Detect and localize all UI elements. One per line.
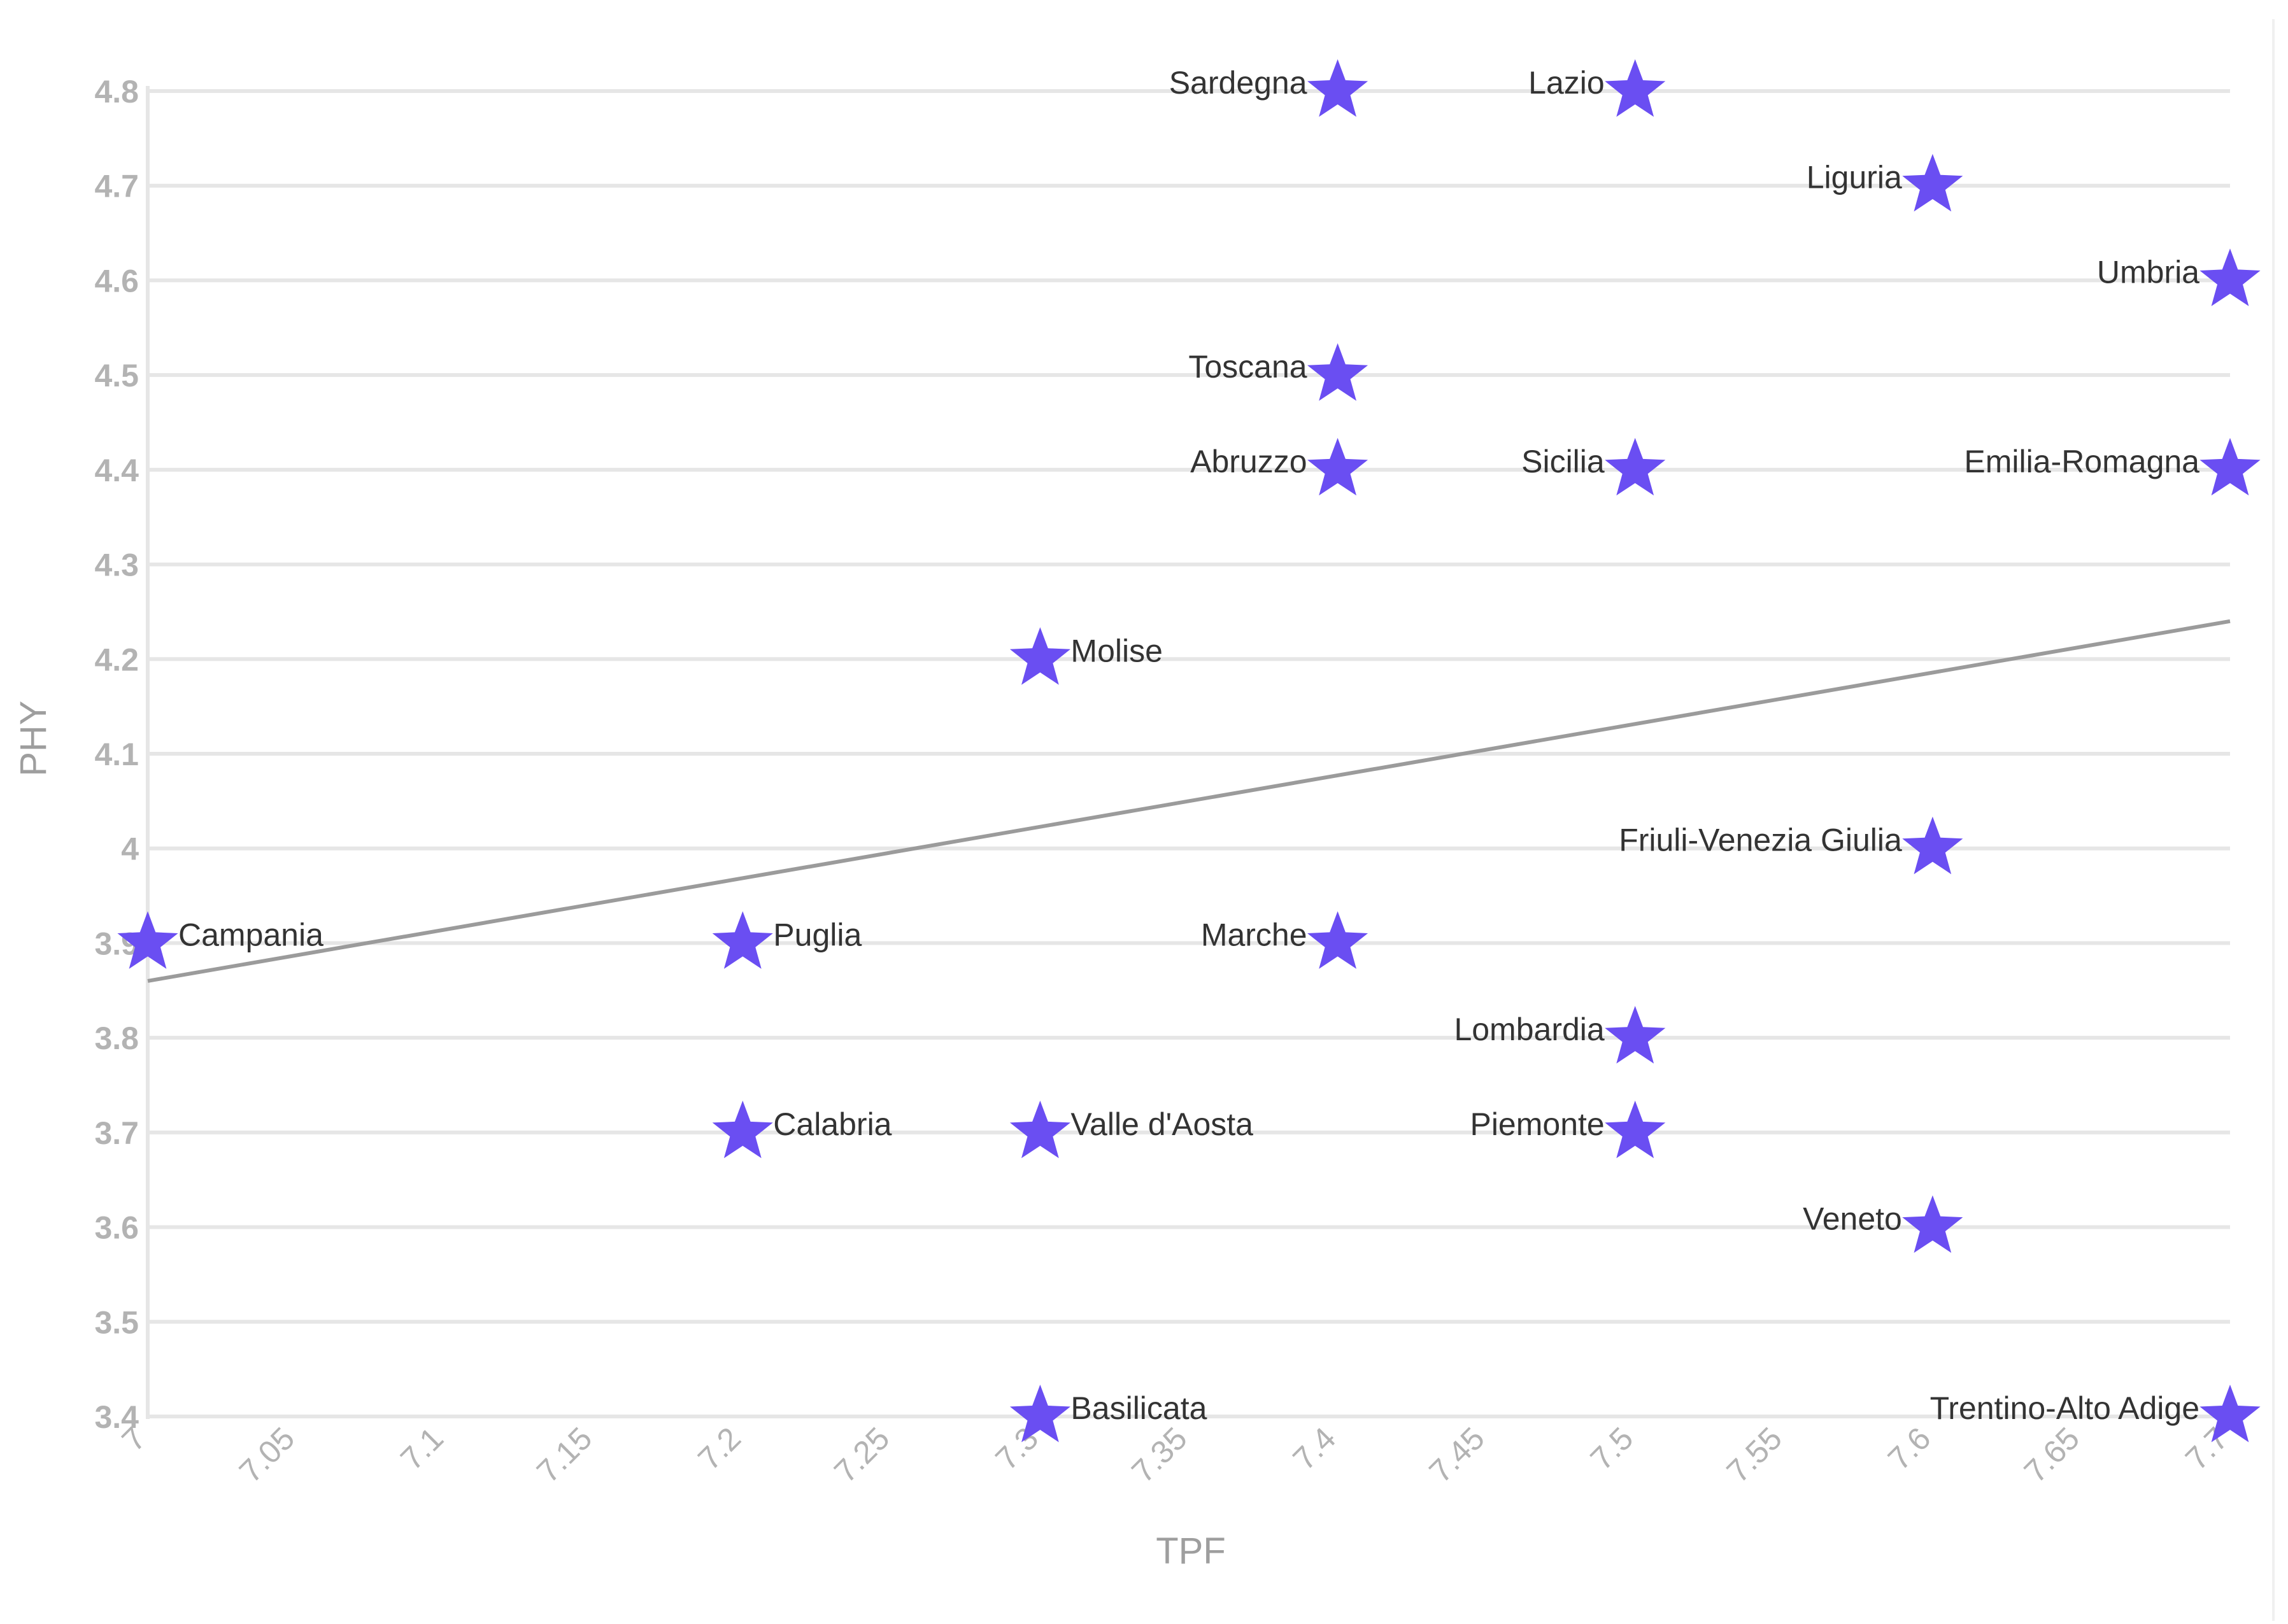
point-marker — [2199, 248, 2261, 306]
point-marker — [1902, 1195, 1963, 1253]
y-tick-label: 4.1 — [94, 737, 139, 772]
x-axis-title: TPF — [1156, 1530, 1226, 1572]
x-tick-label: 7.2 — [691, 1420, 748, 1477]
point-marker — [1605, 59, 1666, 117]
point-label: Molise — [1070, 633, 1162, 668]
point-marker — [1605, 1006, 1666, 1064]
point-marker — [1307, 343, 1368, 401]
y-axis-ticks: 3.43.53.63.73.83.944.14.24.34.44.54.64.7… — [94, 74, 139, 1435]
point-marker — [712, 1100, 773, 1159]
trendline-group — [147, 619, 2231, 983]
point-marker — [1902, 153, 1963, 212]
point-label: Piemonte — [1470, 1106, 1604, 1142]
point-marker — [1009, 627, 1070, 685]
x-tick-label: 7.1 — [394, 1420, 450, 1477]
x-tick-label: 7.5 — [1584, 1420, 1640, 1477]
point-label: Trentino-Alto Adige — [1930, 1390, 2199, 1426]
x-tick-label: 7.65 — [2017, 1420, 2086, 1489]
point-marker — [1307, 59, 1368, 117]
y-tick-label: 3.5 — [94, 1304, 139, 1340]
x-tick-label: 7.35 — [1125, 1420, 1193, 1489]
y-tick-label: 4.4 — [94, 453, 139, 488]
point-marker — [1307, 437, 1368, 496]
point-label: Valle d'Aosta — [1070, 1106, 1253, 1142]
x-tick-label: 7.15 — [530, 1420, 599, 1489]
point-marker — [2199, 437, 2261, 496]
x-tick-label: 7.25 — [827, 1420, 896, 1489]
x-tick-label: 7.4 — [1286, 1420, 1343, 1477]
y-tick-label: 4.2 — [94, 642, 139, 677]
gridlines — [146, 86, 2230, 1419]
point-label: Friuli-Venezia Giulia — [1619, 823, 1902, 858]
point-label: Basilicata — [1070, 1390, 1207, 1426]
y-tick-label: 4.5 — [94, 358, 139, 393]
point-label: Campania — [178, 917, 323, 952]
point-marker — [712, 911, 773, 969]
x-tick-label: 7.55 — [1720, 1420, 1789, 1489]
point-label: Marche — [1201, 917, 1307, 952]
x-tick-label: 7.45 — [1423, 1420, 1491, 1489]
x-tick-label: 7.6 — [1881, 1420, 1938, 1477]
point-marker — [1009, 1385, 1070, 1443]
point-label: Sardegna — [1169, 65, 1307, 101]
point-label: Veneto — [1803, 1201, 1902, 1237]
point-label: Calabria — [773, 1106, 892, 1142]
y-tick-label: 4.3 — [94, 547, 139, 583]
y-tick-label: 3.4 — [94, 1399, 139, 1435]
y-tick-label: 4 — [121, 831, 139, 867]
y-axis-title: PHY — [13, 700, 54, 776]
point-marker — [1009, 1100, 1070, 1159]
y-tick-label: 3.6 — [94, 1210, 139, 1246]
x-tick-label: 7.05 — [232, 1420, 301, 1489]
y-tick-label: 3.7 — [94, 1115, 139, 1151]
point-marker — [1307, 911, 1368, 969]
y-tick-label: 4.8 — [94, 74, 139, 109]
point-label: Sicilia — [1521, 444, 1605, 479]
point-marker — [117, 911, 178, 969]
x-axis-ticks: 7 7.05 7.1 7.15 7.2 7.25 7.3 7.35 7.4 7.45 7.5 7.55… — [115, 1420, 2235, 1489]
point-label: Lazio — [1528, 65, 1605, 101]
point-label: Liguria — [1807, 160, 1902, 195]
point-marker — [1902, 816, 1963, 875]
point-label: Toscana — [1188, 349, 1307, 385]
y-tick-label: 4.7 — [94, 169, 139, 204]
y-tick-label: 4.6 — [94, 263, 139, 299]
point-label: Emilia-Romagna — [1964, 444, 2199, 479]
trendline — [147, 619, 2231, 983]
point-marker — [1605, 1100, 1666, 1159]
point-label: Umbria — [2097, 254, 2199, 290]
point-marker — [2199, 1385, 2261, 1443]
point-label: Lombardia — [1454, 1012, 1604, 1047]
y-tick-label: 3.8 — [94, 1020, 139, 1056]
point-label: Abruzzo — [1190, 444, 1307, 479]
point-marker — [1605, 437, 1666, 496]
point-label: Puglia — [773, 917, 862, 952]
data-points: Sardegna Lazio Liguria Umbria Toscana Abruzzo… — [117, 59, 2261, 1443]
